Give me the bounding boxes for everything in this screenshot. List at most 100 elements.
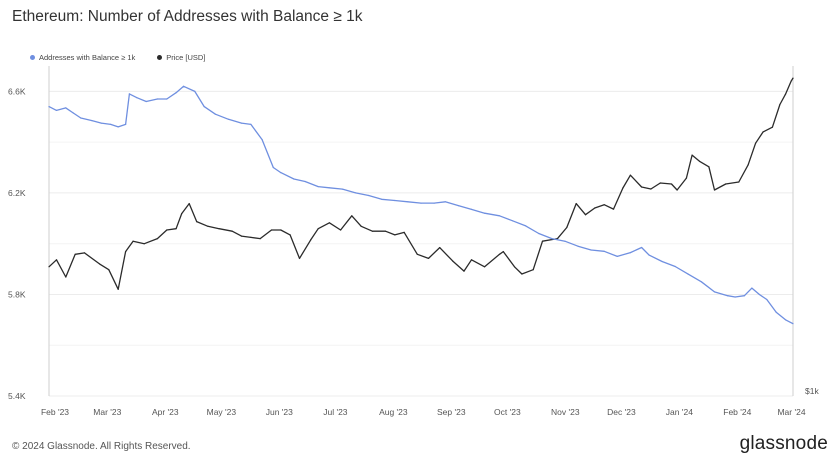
legend-swatch-addresses [30,55,35,60]
x-tick-label: Aug '23 [379,407,408,417]
addresses-series-line-point [498,215,501,217]
price-series-line-point [439,247,441,249]
price-series-line-point [55,259,58,261]
price-series-line-point [622,187,624,189]
addresses-series-line-point [145,100,147,103]
y-tick-label: 5.4K [8,391,26,401]
addresses-series-line-point [65,107,67,109]
price-series-line-point [156,238,158,240]
y-tick-label: 6.2K [8,188,26,198]
addresses-series-line-point [355,192,357,194]
addresses-series-line-point [183,85,185,87]
price-series-line-point [188,203,190,205]
price-series-line-point [416,253,418,255]
addresses-series-line-point [317,186,319,188]
addresses-series-line-point [525,225,527,227]
price-series-line-point [698,160,701,162]
addresses-series-line-point [775,311,777,313]
price-series-line-point [351,215,353,217]
addresses-series-line-point [713,291,716,293]
y-right-tick-label: $1k [805,386,819,396]
addresses-series-line-point [420,202,422,204]
price-series-line-point [259,238,261,240]
addresses-series-line-point [674,265,676,268]
addresses-series-line-point [734,296,736,298]
x-tick-label: Apr '23 [152,407,179,417]
price-series-line-point [403,231,405,233]
addresses-series-line-point [792,323,794,325]
price-series-line-point [670,183,673,185]
addresses-series-line-point [100,122,102,124]
addresses-series-line-point [272,166,274,169]
legend-item-price[interactable]: Price [USD] [157,53,205,62]
addresses-series-line-point [551,238,553,240]
price-series-line-point [566,226,568,229]
price-series-line-point [738,181,740,183]
addresses-series-line-point [641,246,643,249]
price-series-line-point [48,266,50,268]
price-series-line-point [240,235,243,237]
addresses-series-line-point [381,198,383,200]
addresses-series-line-point [110,123,112,125]
price-series-line-point [65,276,67,278]
addresses-series-line-point [577,245,579,247]
legend-label-price: Price [USD] [166,53,206,62]
price-series-line-point [747,164,749,166]
addresses-series-line-point [293,178,295,180]
copyright-text: © 2024 Glassnode. All Rights Reserved. [12,441,191,452]
x-tick-label: Jan '24 [666,407,693,417]
addresses-series-line-point [55,109,58,111]
price-series-line-point [175,228,177,230]
legend-item-addresses[interactable]: Addresses with Balance ≥ 1k [30,53,135,62]
price-series-line-point [463,270,465,272]
addresses-series-line-point [766,298,768,301]
addresses-series-line-point [261,139,263,141]
addresses-series-line-point [117,126,119,128]
addresses-series-line-point [240,122,243,124]
price-series-line-point [779,103,781,106]
addresses-series-line-point [166,98,168,100]
addresses-series-line-point [194,90,196,92]
addresses-series-line-point [136,97,138,99]
addresses-series-line-point [250,123,252,125]
price-series-line-point [280,229,282,231]
y-tick-label: 5.8K [8,289,26,299]
addresses-series-line-point [156,98,158,100]
addresses-series-line-point [72,112,74,114]
price-series-line-point [708,166,710,168]
x-tick-label: Sep '23 [437,407,466,417]
price-series-line-point [394,234,396,236]
x-tick-label: Mar '24 [777,407,805,417]
price-series-line-point [289,234,291,236]
addresses-series-line-point [227,118,230,120]
addresses-series-line-point [203,106,205,108]
addresses-series-line-point [128,93,130,95]
addresses-series-line-point [91,120,93,122]
price-series-line-point [502,251,504,253]
price-series-line-point [650,188,652,190]
price-series-line-point [691,154,693,156]
price-series-line-point [676,189,678,191]
price-series-line-point [98,263,101,265]
price-series-line-point [317,228,319,230]
addresses-series-line-point [214,113,216,115]
addresses-series-line-point [444,201,446,203]
price-series-line-point [328,222,330,224]
addresses-series-line-point [394,199,396,202]
price-series-line-point [360,225,362,227]
price-series-line-point [484,266,486,268]
price-series-line-point [629,174,632,176]
addresses-series-line-point [603,250,605,252]
chart-legend: Addresses with Balance ≥ 1k Price [USD] [30,53,227,62]
addresses-series-line-point [687,273,689,275]
price-series-line [48,77,794,290]
price-series-line-point [270,229,273,231]
addresses-series-line-point [758,293,761,296]
addresses-series-line-point [751,287,753,289]
price-series-line-point [117,288,119,290]
addresses-series-line-point [433,202,435,204]
price-series-line-point [340,229,342,231]
addresses-series-line-point [328,187,330,189]
price-series-line-point [790,80,792,82]
